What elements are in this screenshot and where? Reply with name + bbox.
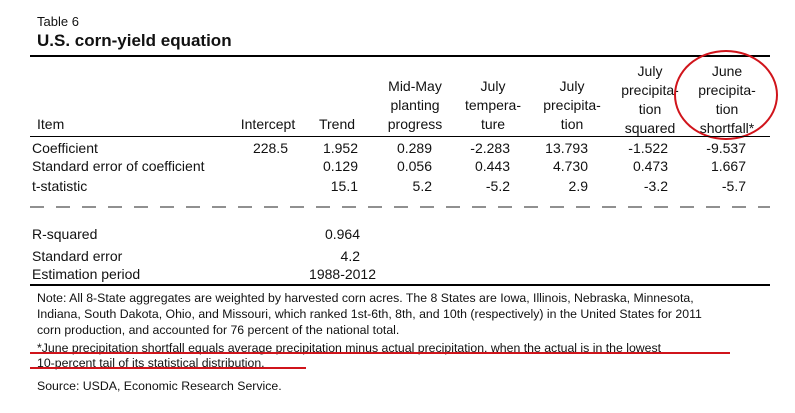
table-cell: 0.056 <box>396 158 432 174</box>
table-cell: 5.2 <box>412 178 432 194</box>
table-cell: 13.793 <box>545 140 588 156</box>
table-cell: 1.952 <box>322 140 358 156</box>
row-label-coefficient: Coefficient <box>32 140 98 156</box>
table-cell: 0.473 <box>632 158 668 174</box>
summary-value-estimation-period: 1988-2012 <box>309 266 376 282</box>
table-cell: -1.522 <box>628 140 668 156</box>
table-cell: -9.537 <box>706 140 746 156</box>
row-label-standard-error: Standard error of coefficient <box>32 158 205 174</box>
note-line: Note: All 8-State aggregates are weighte… <box>37 291 694 305</box>
summary-label-standard-error: Standard error <box>32 248 123 264</box>
table-cell: -2.283 <box>470 140 510 156</box>
summary-label-estimation-period: Estimation period <box>32 266 141 282</box>
table-cell: -5.7 <box>721 178 746 194</box>
table-cell: 4.730 <box>552 158 588 174</box>
note-line: corn production, and accounted for 76 pe… <box>37 323 400 337</box>
footnote-line: 10-percent tail of its statistical distr… <box>37 356 265 370</box>
table-cell: -3.2 <box>643 178 668 194</box>
red-circle-annotation <box>674 50 778 140</box>
table-title: U.S. corn-yield equation <box>37 31 232 50</box>
table-cell: 0.443 <box>474 158 510 174</box>
notes-rule <box>30 284 770 286</box>
table-number: Table 6 <box>37 14 79 29</box>
table-cell: 0.129 <box>322 158 358 174</box>
column-header-trend: Trend <box>318 116 356 132</box>
column-header-july-temperature: July tempera- ture <box>464 78 522 132</box>
summary-value-standard-error: 4.2 <box>340 248 360 264</box>
column-header-planting-progress: Mid-May planting progress <box>387 78 443 132</box>
red-underline-annotation <box>30 352 730 354</box>
table-cell: 228.5 <box>252 140 288 156</box>
top-rule <box>30 55 770 57</box>
summary-label-r-squared: R-squared <box>32 226 98 242</box>
column-header-july-precipitation-squared: July precipita- tion squared <box>621 63 679 136</box>
red-underline-annotation <box>30 367 306 369</box>
column-header-july-precipitation: July precipita- tion <box>543 78 601 132</box>
table-cell: 0.289 <box>396 140 432 156</box>
table-cell: -5.2 <box>485 178 510 194</box>
column-header-intercept: Intercept <box>240 116 296 132</box>
note-line: Indiana, South Dakota, Ohio, and Missour… <box>37 307 702 321</box>
dashed-separator <box>30 206 770 208</box>
row-label-t-statistic: t-statistic <box>32 178 88 194</box>
source-note: Source: USDA, Economic Research Service. <box>37 379 282 393</box>
table-cell: 1.667 <box>710 158 746 174</box>
summary-value-r-squared: 0.964 <box>324 226 360 242</box>
header-rule <box>30 136 770 137</box>
footnote-line: *June precipitation shortfall equals ave… <box>37 341 662 355</box>
table-cell: 2.9 <box>568 178 588 194</box>
column-header-item: Item <box>37 116 65 132</box>
table-cell: 15.1 <box>330 178 358 194</box>
